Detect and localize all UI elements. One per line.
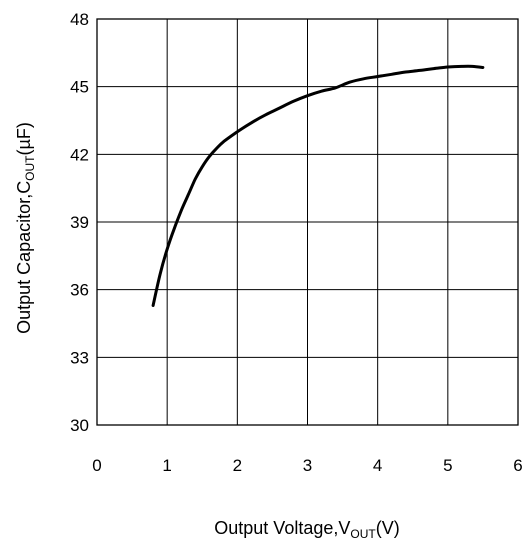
y-tick-label: 48 (70, 10, 89, 29)
y-tick-label: 45 (70, 78, 89, 97)
grid-lines (97, 19, 518, 425)
y-tick-labels: 30 33 36 39 42 45 48 (70, 10, 89, 435)
x-tick-label: 0 (92, 456, 101, 475)
y-tick-label: 36 (70, 281, 89, 300)
y-tick-label: 30 (70, 416, 89, 435)
y-tick-label: 33 (70, 348, 89, 367)
x-tick-label: 5 (443, 456, 452, 475)
x-tick-label: 1 (162, 456, 171, 475)
capacitance-curve (151, 64, 485, 307)
x-tick-label: 6 (513, 456, 522, 475)
x-tick-label: 4 (373, 456, 382, 475)
plot-frame (96, 18, 519, 426)
y-tick-label: 42 (70, 145, 89, 164)
x-axis-title: Output Voltage,VOUT(V) (214, 518, 399, 541)
x-tick-label: 2 (233, 456, 242, 475)
x-tick-labels: 0 1 2 3 4 5 6 (92, 456, 522, 475)
y-axis-title: Output Capacitor,COUT(µF) (14, 122, 37, 334)
x-tick-label: 3 (303, 456, 312, 475)
y-tick-label: 39 (70, 213, 89, 232)
